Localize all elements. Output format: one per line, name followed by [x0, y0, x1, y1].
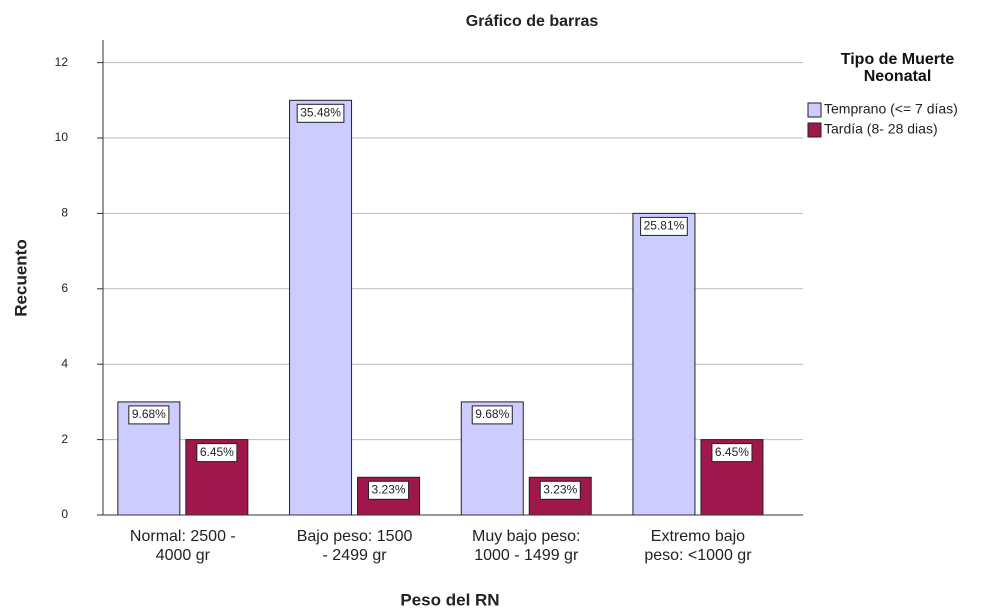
legend-swatch: [807, 102, 822, 118]
y-tick-label: 12: [55, 55, 69, 69]
value-label-box: [640, 216, 688, 236]
chart-title: Gráfico de barras: [466, 13, 599, 30]
x-tick-label: Muy bajo peso: 1000 - 1499 gr: [471, 528, 581, 564]
y-tick-label: 6: [61, 281, 68, 295]
value-label: 9.68%: [475, 407, 509, 421]
x-axis-label: Peso del RN: [400, 590, 499, 609]
x-tick-label: Normal: 2500 - 4000 gr: [129, 528, 236, 564]
y-tick-label: 4: [61, 356, 68, 370]
legend-swatch: [807, 122, 822, 138]
value-label: 3.23%: [543, 482, 577, 496]
value-label: 6.45%: [200, 445, 234, 459]
x-tick-label: Extremo bajo peso: <1000 gr: [644, 528, 752, 564]
legend-title: Tipo de Muerte Neonatal: [840, 51, 955, 85]
y-tick-label: 0: [61, 507, 68, 521]
legend-label: Temprano (<= 7 días): [824, 101, 958, 117]
y-axis-label: Recuento: [11, 239, 30, 316]
value-label: 6.45%: [715, 445, 749, 459]
bar: [632, 212, 696, 516]
value-label-box: [539, 480, 581, 500]
value-label: 35.48%: [300, 105, 341, 119]
value-label: 3.23%: [372, 482, 406, 496]
value-label-box: [296, 103, 345, 123]
y-tick-label: 10: [55, 130, 69, 144]
value-label-box: [711, 443, 753, 463]
y-tick-label: 2: [61, 432, 68, 446]
value-label-box: [128, 405, 170, 425]
y-tick-label: 8: [61, 206, 68, 220]
value-label: 9.68%: [132, 407, 166, 421]
x-tick-label: Bajo peso: 1500 - 2499 gr: [296, 528, 413, 564]
legend-label: Tardía (8- 28 dias): [824, 121, 938, 137]
value-label-box: [196, 443, 238, 463]
bar: [289, 99, 353, 516]
value-label-box: [471, 405, 513, 425]
value-label-box: [368, 480, 410, 500]
value-label: 25.81%: [644, 219, 685, 233]
